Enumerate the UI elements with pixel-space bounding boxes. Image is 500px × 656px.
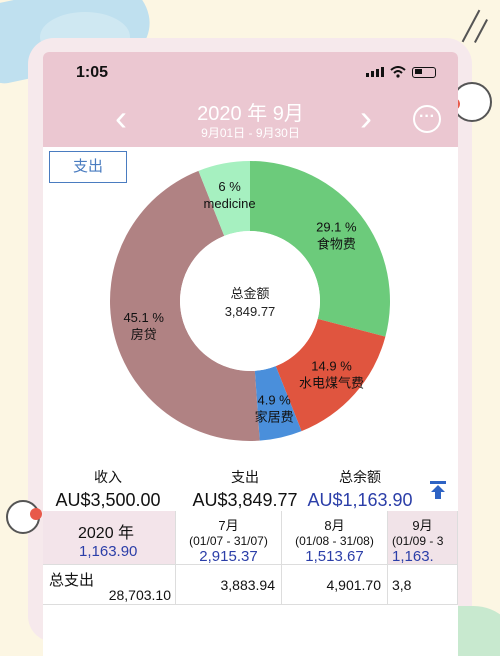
total-value: 28,703.10 [108, 587, 171, 603]
month-cell[interactable]: 8月 (01/08 - 31/08) 1,513.67 [282, 511, 388, 564]
slice-percent-label: 4.9 % [257, 392, 291, 407]
status-time: 1:05 [76, 64, 109, 81]
month-range: (01/07 - 31/07) [189, 534, 268, 548]
center-label: 总金额 [230, 286, 269, 301]
month-name: 9月 [412, 518, 433, 533]
slice-name-label: 食物费 [317, 236, 356, 251]
month-total: 4,901.70 [326, 577, 382, 593]
monthly-table: 2020 年 1,163.90 7月 (01/07 - 31/07) 2,915… [43, 511, 458, 605]
month-total: 3,8 [392, 577, 412, 593]
pie-slice[interactable] [198, 161, 250, 236]
battery-icon [412, 66, 436, 78]
slice-name-label: 水电煤气费 [299, 375, 364, 390]
date-range: 9月01日 - 9月30日 [201, 126, 300, 140]
center-value: 3,849.77 [225, 304, 276, 319]
balance-value: AU$1,163.90 [307, 490, 413, 510]
pie-slice[interactable] [275, 318, 386, 432]
month-total-cell: 4,901.70 [282, 565, 388, 604]
income-summary: 收入 AU$3,500.00 [43, 467, 173, 511]
slice-percent-label: 29.1 % [316, 219, 357, 234]
slice-name-label: medicine [204, 196, 256, 211]
slice-name-label: 家居费 [255, 409, 294, 424]
balance-summary: 总余额 AU$1,163.90 [305, 467, 415, 511]
month-name: 7月 [218, 518, 239, 533]
month-cell[interactable]: 9月 (01/09 - 3 1,163. [388, 511, 458, 564]
slice-percent-label: 14.9 % [311, 358, 352, 373]
app-header: 1:05 ‹ 2020 年 9月 9月01日 - 9月30日 › ··· [43, 52, 458, 147]
year-cell[interactable]: 2020 年 1,163.90 [43, 511, 176, 564]
month-balance: 1,513.67 [305, 548, 364, 564]
decor-dot [30, 508, 42, 520]
month-total-cell: 3,883.94 [176, 565, 282, 604]
chart-area: 总金额 3,849.77 29.1 % 食物费 14.9 % 水电煤气费 4.9 % 家居… [43, 147, 458, 465]
month-name: 8月 [324, 518, 345, 533]
decor-line [474, 19, 488, 43]
year-label: 2020 年 [78, 525, 135, 542]
pie-slice[interactable] [254, 366, 302, 441]
donut-hole [180, 231, 320, 371]
month-range: (01/09 - 3 [392, 534, 444, 548]
signal-icon [366, 67, 384, 77]
more-button[interactable]: ··· [413, 105, 441, 133]
pie-slice[interactable] [110, 170, 260, 441]
pie-slice[interactable] [250, 161, 391, 337]
month-cell[interactable]: 7月 (01/07 - 31/07) 2,915.37 [176, 511, 282, 564]
month-total-cell: 3,8 [388, 565, 458, 604]
month-balance: 2,915.37 [199, 548, 258, 564]
month-range: (01/08 - 31/08) [295, 534, 374, 548]
phone-screen: 1:05 ‹ 2020 年 9月 9月01日 - 9月30日 › ··· 总金额… [43, 52, 458, 656]
balance-label: 总余额 [339, 469, 381, 485]
expense-tab[interactable]: 支出 [49, 151, 127, 183]
total-label: 总支出 [49, 572, 95, 589]
summary-bar: 收入 AU$3,500.00 支出 AU$3,849.77 总余额 AU$1,1… [43, 465, 458, 511]
prev-month-button[interactable]: ‹ [115, 97, 127, 138]
expense-summary: 支出 AU$3,849.77 [175, 467, 315, 511]
income-label: 收入 [94, 469, 122, 485]
total-label-cell: 总支出 28,703.10 [43, 565, 176, 604]
next-month-button[interactable]: › [360, 97, 372, 138]
month-total: 3,883.94 [220, 577, 276, 593]
year-balance: 1,163.90 [79, 543, 138, 560]
page-title: 2020 年 9月 [197, 103, 304, 125]
income-value: AU$3,500.00 [55, 490, 161, 510]
slice-percent-label: 6 % [218, 179, 241, 194]
month-balance: 1,163. [392, 548, 434, 564]
slice-percent-label: 45.1 % [123, 310, 164, 325]
expense-value: AU$3,849.77 [192, 490, 298, 510]
export-icon[interactable] [427, 479, 449, 501]
wifi-icon [390, 66, 406, 78]
donut-chart: 总金额 3,849.77 29.1 % 食物费 14.9 % 水电煤气费 4.9 % 家居… [110, 161, 391, 441]
table-total-row: 总支出 28,703.10 3,883.94 4,901.70 3,8 [43, 565, 458, 605]
expense-label: 支出 [231, 469, 259, 485]
table-header-row: 2020 年 1,163.90 7月 (01/07 - 31/07) 2,915… [43, 511, 458, 565]
status-icons [366, 66, 436, 78]
slice-name-label: 房贷 [131, 327, 157, 342]
